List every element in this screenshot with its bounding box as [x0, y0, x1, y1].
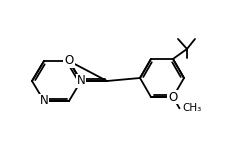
Text: O: O: [64, 55, 74, 67]
Text: N: N: [40, 94, 48, 107]
Text: CH₃: CH₃: [183, 103, 202, 113]
Text: O: O: [168, 91, 178, 104]
Text: N: N: [77, 74, 85, 87]
